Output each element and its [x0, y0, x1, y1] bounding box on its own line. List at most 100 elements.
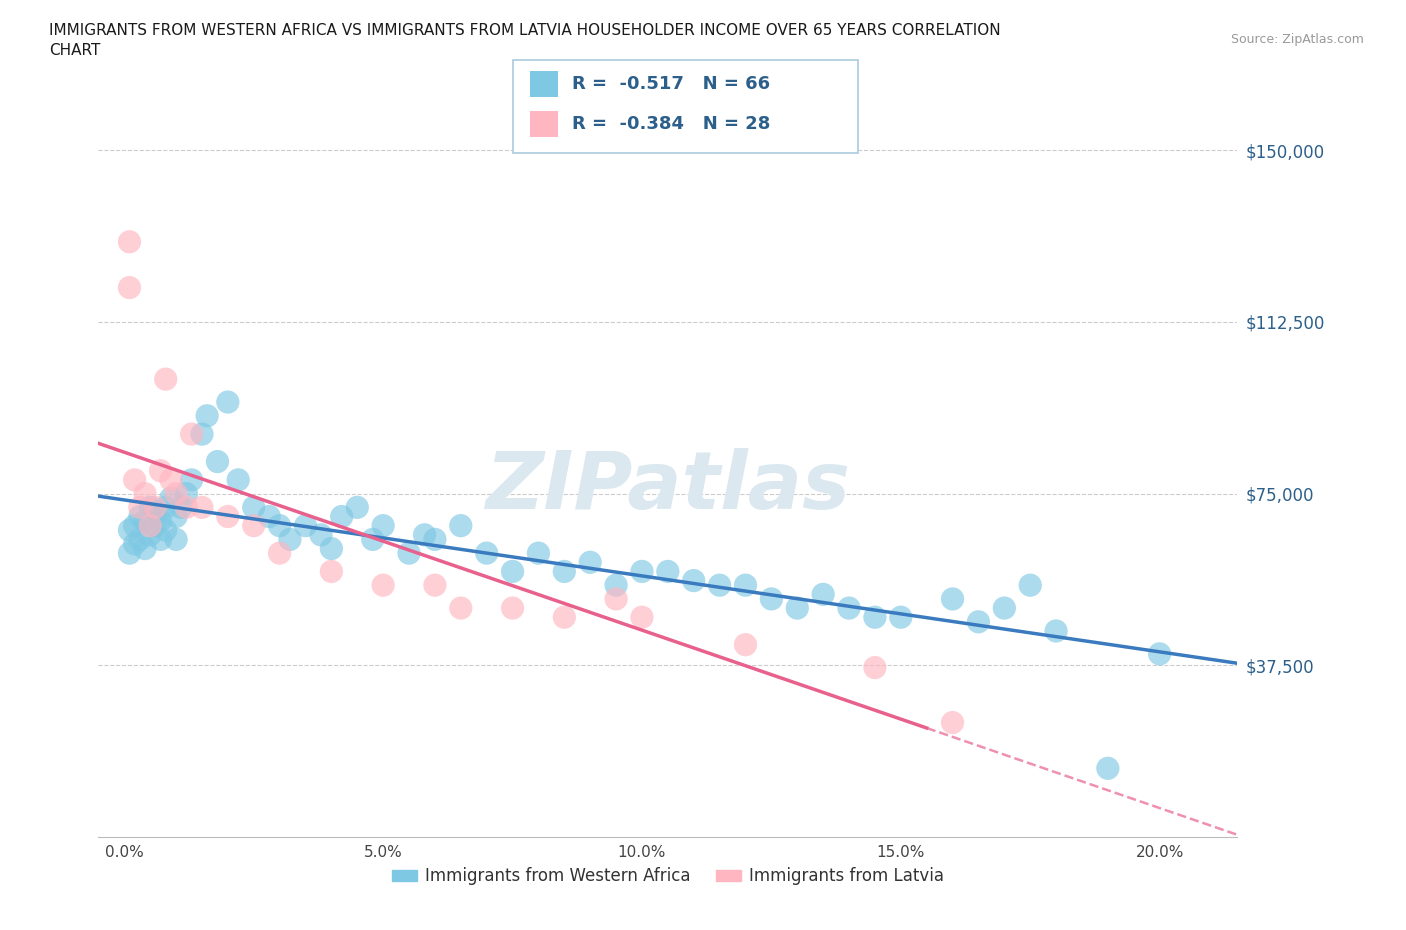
Immigrants from Western Africa	[269, 518, 291, 533]
Immigrants from Latvia	[149, 463, 172, 478]
Immigrants from Latvia	[373, 578, 395, 592]
Immigrants from Western Africa	[863, 610, 886, 625]
Immigrants from Latvia	[139, 518, 162, 533]
Immigrants from Western Africa	[134, 513, 156, 528]
Immigrants from Latvia	[180, 427, 202, 442]
Immigrants from Latvia	[734, 637, 756, 652]
Immigrants from Western Africa	[155, 500, 177, 515]
Immigrants from Western Africa	[160, 491, 183, 506]
Immigrants from Latvia	[134, 486, 156, 501]
Immigrants from Latvia	[118, 234, 141, 249]
Immigrants from Western Africa	[128, 509, 150, 524]
Immigrants from Latvia	[605, 591, 627, 606]
Immigrants from Western Africa	[176, 486, 198, 501]
Immigrants from Western Africa	[309, 527, 332, 542]
Immigrants from Western Africa	[811, 587, 834, 602]
Immigrants from Western Africa	[993, 601, 1015, 616]
Immigrants from Western Africa	[475, 546, 498, 561]
Immigrants from Latvia	[165, 486, 187, 501]
Immigrants from Western Africa	[553, 564, 575, 578]
Immigrants from Western Africa	[361, 532, 384, 547]
Immigrants from Western Africa	[734, 578, 756, 592]
Immigrants from Western Africa	[761, 591, 783, 606]
Immigrants from Western Africa	[226, 472, 249, 487]
Immigrants from Western Africa	[191, 427, 214, 442]
Immigrants from Western Africa	[139, 527, 162, 542]
Immigrants from Western Africa	[527, 546, 550, 561]
Immigrants from Western Africa	[373, 518, 395, 533]
Immigrants from Western Africa	[1019, 578, 1042, 592]
Immigrants from Latvia	[502, 601, 524, 616]
Immigrants from Latvia	[269, 546, 291, 561]
Immigrants from Western Africa	[890, 610, 912, 625]
Immigrants from Western Africa	[170, 500, 193, 515]
Immigrants from Latvia	[942, 715, 965, 730]
Immigrants from Western Africa	[330, 509, 353, 524]
Immigrants from Western Africa	[207, 454, 229, 469]
Immigrants from Latvia	[450, 601, 472, 616]
Immigrants from Western Africa	[124, 518, 146, 533]
Immigrants from Western Africa	[631, 564, 654, 578]
Immigrants from Western Africa	[346, 500, 368, 515]
Immigrants from Western Africa	[165, 509, 187, 524]
Immigrants from Latvia	[631, 610, 654, 625]
Immigrants from Latvia	[217, 509, 239, 524]
Text: IMMIGRANTS FROM WESTERN AFRICA VS IMMIGRANTS FROM LATVIA HOUSEHOLDER INCOME OVER: IMMIGRANTS FROM WESTERN AFRICA VS IMMIGR…	[49, 23, 1001, 58]
Immigrants from Western Africa	[1149, 646, 1171, 661]
Immigrants from Western Africa	[145, 518, 167, 533]
Immigrants from Western Africa	[195, 408, 218, 423]
Immigrants from Western Africa	[118, 546, 141, 561]
Immigrants from Western Africa	[294, 518, 316, 533]
Immigrants from Latvia	[242, 518, 264, 533]
Legend: Immigrants from Western Africa, Immigrants from Latvia: Immigrants from Western Africa, Immigran…	[385, 860, 950, 892]
Immigrants from Latvia	[553, 610, 575, 625]
Immigrants from Western Africa	[786, 601, 808, 616]
Immigrants from Latvia	[124, 472, 146, 487]
Text: R =  -0.384   N = 28: R = -0.384 N = 28	[572, 114, 770, 133]
Immigrants from Western Africa	[149, 513, 172, 528]
Immigrants from Western Africa	[165, 532, 187, 547]
Immigrants from Western Africa	[450, 518, 472, 533]
Immigrants from Western Africa	[242, 500, 264, 515]
Immigrants from Latvia	[128, 500, 150, 515]
Immigrants from Western Africa	[217, 394, 239, 409]
Immigrants from Western Africa	[134, 541, 156, 556]
Immigrants from Latvia	[321, 564, 343, 578]
Immigrants from Western Africa	[155, 523, 177, 538]
Immigrants from Western Africa	[682, 573, 704, 588]
Immigrants from Latvia	[423, 578, 446, 592]
Immigrants from Western Africa	[1097, 761, 1119, 776]
Immigrants from Latvia	[145, 500, 167, 515]
Immigrants from Western Africa	[321, 541, 343, 556]
Immigrants from Western Africa	[128, 532, 150, 547]
Immigrants from Western Africa	[657, 564, 679, 578]
Immigrants from Western Africa	[139, 500, 162, 515]
Text: R =  -0.517   N = 66: R = -0.517 N = 66	[572, 74, 770, 93]
Immigrants from Western Africa	[967, 615, 990, 630]
Immigrants from Western Africa	[605, 578, 627, 592]
Text: Source: ZipAtlas.com: Source: ZipAtlas.com	[1230, 33, 1364, 46]
Immigrants from Western Africa	[145, 504, 167, 519]
Immigrants from Western Africa	[1045, 623, 1067, 638]
Immigrants from Latvia	[118, 280, 141, 295]
Immigrants from Latvia	[863, 660, 886, 675]
Immigrants from Latvia	[155, 372, 177, 387]
Immigrants from Western Africa	[709, 578, 731, 592]
Immigrants from Western Africa	[398, 546, 420, 561]
Immigrants from Western Africa	[149, 532, 172, 547]
Immigrants from Western Africa	[118, 523, 141, 538]
Immigrants from Western Africa	[942, 591, 965, 606]
Immigrants from Western Africa	[502, 564, 524, 578]
Immigrants from Western Africa	[180, 472, 202, 487]
Text: ZIPatlas: ZIPatlas	[485, 448, 851, 526]
Immigrants from Western Africa	[579, 555, 602, 570]
Immigrants from Western Africa	[838, 601, 860, 616]
Immigrants from Latvia	[191, 500, 214, 515]
Immigrants from Western Africa	[423, 532, 446, 547]
Immigrants from Western Africa	[124, 537, 146, 551]
Immigrants from Western Africa	[259, 509, 281, 524]
Immigrants from Western Africa	[278, 532, 301, 547]
Immigrants from Latvia	[176, 500, 198, 515]
Immigrants from Western Africa	[413, 527, 436, 542]
Immigrants from Latvia	[160, 472, 183, 487]
